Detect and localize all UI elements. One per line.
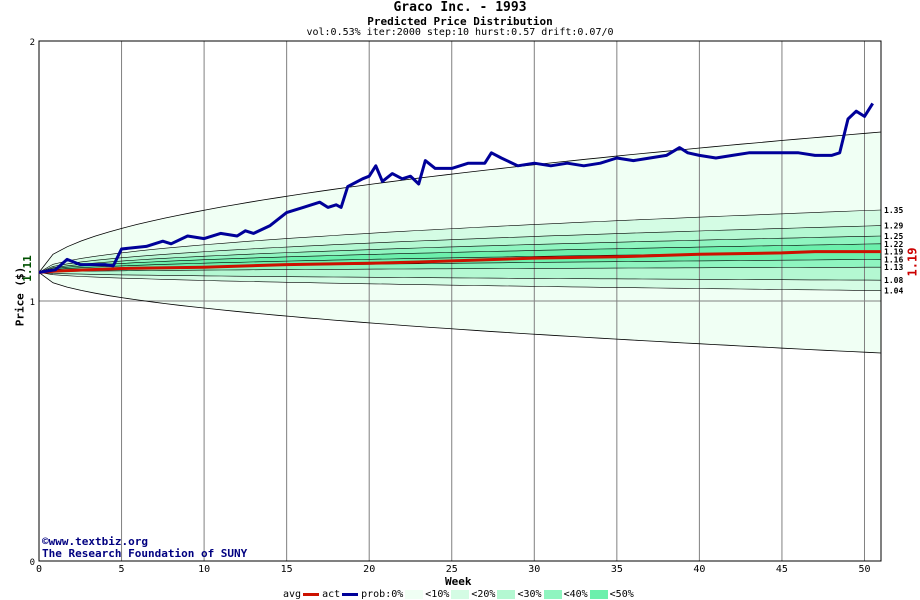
legend-prob0-label: prob:0%	[361, 588, 404, 600]
prob-contour-line	[38, 243, 882, 273]
avg-price-line	[38, 250, 881, 274]
x-tick-label: 20	[363, 564, 375, 575]
prob-contour-line	[38, 225, 882, 273]
y-tick-label: 0	[30, 558, 35, 568]
legend-p10-swatch	[451, 589, 470, 599]
prob-contour-line	[38, 209, 882, 273]
legend-p40-swatch	[589, 589, 608, 599]
legend-p40-label: <40%	[563, 588, 588, 600]
percentile-label: 1.22	[884, 240, 903, 249]
start-price-label: 1.11	[20, 255, 34, 282]
x-tick-label: 10	[198, 564, 210, 575]
prob-contour-lower	[38, 272, 882, 354]
legend-p50-label: <50%	[609, 588, 634, 600]
x-tick-label: 45	[776, 564, 788, 575]
prob-contour-line	[38, 266, 881, 273]
prob-contour-upper	[38, 131, 882, 273]
prob-contour-line	[38, 235, 882, 273]
legend-p30-label: <30%	[517, 588, 542, 600]
legend-p10-label: <10%	[425, 588, 450, 600]
x-tick-label: 40	[693, 564, 705, 575]
percentile-label: 1.13	[884, 263, 903, 272]
credit-organization: The Research Foundation of SUNY	[42, 547, 248, 560]
percentile-label: 1.04	[884, 287, 903, 296]
end-price-label: 1.19	[905, 247, 920, 277]
chart-title: Graco Inc. - 1993	[393, 0, 527, 15]
legend-p30-swatch	[543, 589, 562, 599]
x-axis-label: Week	[445, 575, 472, 588]
chart-subtitle: Predicted Price Distribution	[367, 15, 553, 28]
credit-website-link[interactable]: ©www.textbiz.org	[42, 535, 148, 548]
x-tick-label: 50	[858, 564, 870, 575]
plot-border	[38, 40, 882, 562]
percentile-label: 1.35	[884, 206, 903, 215]
percentile-label: 1.29	[884, 222, 903, 231]
percentile-label: 1.19	[884, 248, 903, 257]
percentile-label: 1.25	[884, 232, 903, 241]
actual-price-line	[38, 102, 874, 274]
legend-act-swatch	[342, 592, 359, 596]
legend-p20-label: <20%	[471, 588, 496, 600]
percentile-label: 1.16	[884, 255, 903, 264]
chart-legend: avg act prob:0% <10% <20% <30% <40% <50%	[283, 588, 634, 600]
x-tick-label: 25	[446, 564, 458, 575]
y-tick-label: 1	[30, 298, 35, 308]
legend-prob0-swatch	[405, 589, 424, 599]
chart-parameters: vol:0.53% iter:2000 step:10 hurst:0.57 d…	[306, 27, 614, 38]
percentile-label: 1.08	[884, 276, 903, 285]
y-tick-label: 2	[30, 38, 35, 48]
prob-contour-line	[38, 272, 882, 281]
prob-contour-line	[38, 272, 882, 291]
legend-act-label: act	[322, 588, 341, 600]
x-tick-label: 0	[36, 564, 42, 575]
x-tick-label: 5	[119, 564, 125, 575]
x-tick-label: 15	[281, 564, 293, 575]
x-tick-label: 30	[528, 564, 540, 575]
legend-avg-label: avg	[283, 588, 302, 600]
x-tick-label: 35	[611, 564, 623, 575]
legend-p20-swatch	[497, 589, 516, 599]
legend-avg-swatch	[303, 592, 320, 596]
